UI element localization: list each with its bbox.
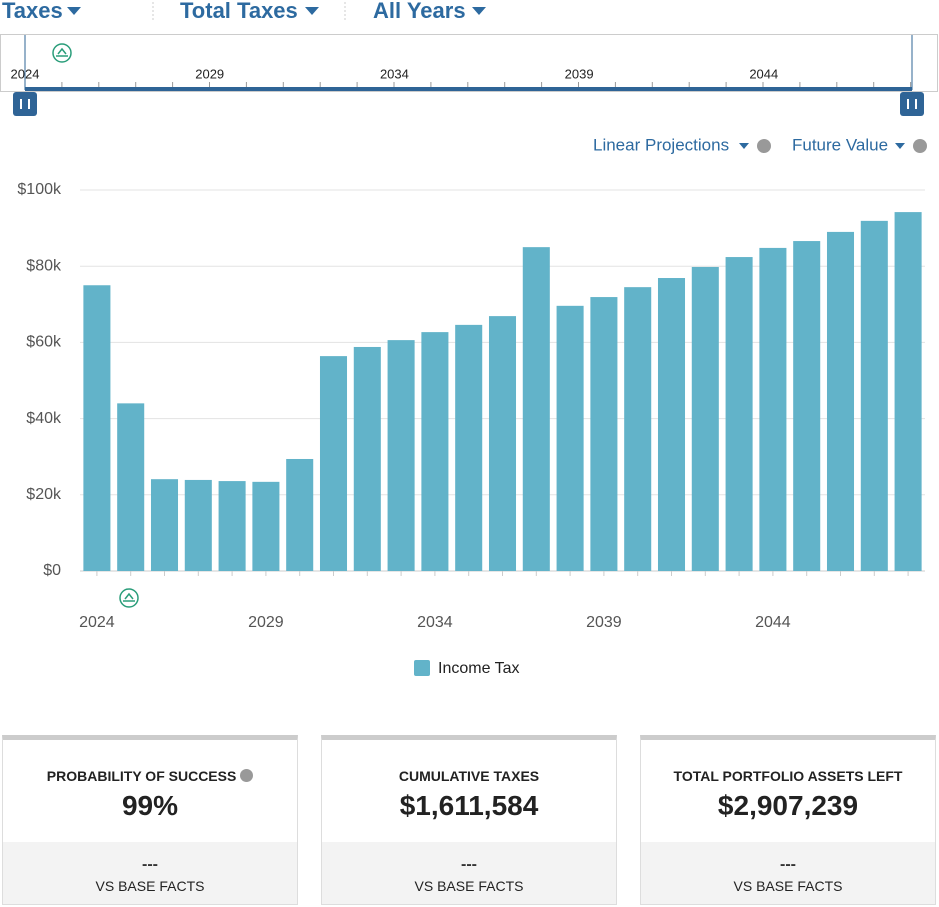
y-tick-label: $60k (26, 334, 62, 351)
marker-icon (52, 43, 72, 63)
card-footer: --- VS BASE FACTS (3, 842, 297, 904)
option-dropdown[interactable]: Future Value (792, 135, 888, 154)
caret (739, 143, 749, 149)
timeline-label: 2029 (195, 66, 224, 81)
caret (305, 7, 319, 15)
range-handle[interactable] (13, 92, 37, 116)
handle-grip (20, 99, 917, 109)
bar (725, 257, 753, 571)
card-value: $2,907,239 (717, 790, 859, 821)
marker-glyph (123, 592, 135, 602)
card-footer: --- VS BASE FACTS (641, 842, 935, 904)
card-change: --- (142, 856, 158, 873)
bar (657, 278, 686, 571)
x-tick-label: 2024 (79, 614, 115, 631)
caret (67, 7, 81, 15)
timeline-label: 2039 (565, 66, 594, 81)
bar (184, 479, 212, 571)
bar (759, 247, 787, 572)
card-footer-label: VS BASE FACTS (733, 878, 843, 894)
stat-card: TOTAL PORTFOLIO ASSETS LEFT $2,907,239 -… (640, 735, 936, 905)
dropdown[interactable]: Total Taxes (180, 0, 298, 23)
stat-card: PROBABILITY OF SUCCESS 99% --- VS BASE FA… (2, 735, 298, 905)
marker-glyph (56, 47, 68, 57)
card-footer-label: VS BASE FACTS (95, 878, 205, 894)
card-change: --- (461, 856, 477, 873)
y-tick-label: $20k (26, 486, 62, 503)
chart-area: Taxes Total Taxes All Years 2024 2029 2034… (0, 0, 938, 677)
bar (691, 266, 719, 571)
y-tick-label: $80k (26, 257, 62, 274)
bar (83, 285, 111, 571)
bar (793, 241, 821, 571)
bar (353, 346, 381, 571)
card-footer: --- VS BASE FACTS (322, 842, 616, 904)
bar (319, 356, 348, 571)
caret (895, 143, 905, 149)
y-tick-label: $100k (17, 181, 62, 198)
bar (624, 287, 652, 571)
caret (472, 7, 486, 15)
x-tick-label: 2034 (417, 614, 453, 631)
x-tick-label: 2029 (248, 614, 284, 631)
card-title: CUMULATIVE TAXES (398, 768, 540, 784)
y-tick-label: $0 (43, 562, 61, 579)
bar (488, 316, 517, 571)
timeline-box (0, 34, 938, 92)
range-handle[interactable] (900, 92, 924, 116)
legend-swatch (414, 660, 430, 676)
x-tick-label: 2044 (755, 614, 791, 631)
bar (252, 481, 280, 571)
card-value: 99% (121, 790, 179, 821)
bar (826, 231, 855, 571)
option-dropdown[interactable]: Linear Projections (593, 135, 729, 154)
bar (522, 247, 550, 571)
plot: $0 $20k $40k $60k $80k $100k 2024 2029 2034 2039 2… (17, 181, 925, 677)
timeline-label: 2034 (380, 66, 409, 81)
bar (860, 220, 888, 571)
bar (894, 212, 922, 571)
bar (421, 332, 449, 571)
help-icon[interactable] (913, 139, 927, 153)
bar (286, 458, 314, 571)
help-icon[interactable] (757, 139, 771, 153)
dropdown[interactable]: Taxes (2, 0, 63, 23)
legend-label: Income Tax (438, 660, 520, 677)
bar (150, 479, 179, 571)
bar (218, 481, 246, 571)
bar (387, 340, 415, 571)
bar (117, 403, 145, 571)
stat-card: CUMULATIVE TAXES $1,611,584 --- VS BASE F… (321, 735, 617, 905)
bar (455, 324, 483, 571)
bar (590, 297, 618, 571)
card-change: --- (780, 856, 796, 873)
card-title: PROBABILITY OF SUCCESS (46, 768, 237, 784)
marker-icon (119, 588, 139, 608)
card-value: $1,611,584 (399, 790, 539, 821)
bar (556, 305, 584, 571)
card-title: TOTAL PORTFOLIO ASSETS LEFT (673, 768, 903, 784)
dropdown[interactable]: All Years (373, 0, 466, 23)
x-tick-label: 2039 (586, 614, 622, 631)
card-footer-label: VS BASE FACTS (414, 878, 524, 894)
timeline-label: 2044 (749, 66, 778, 81)
help-icon[interactable] (240, 769, 254, 782)
y-tick-label: $40k (26, 410, 62, 427)
